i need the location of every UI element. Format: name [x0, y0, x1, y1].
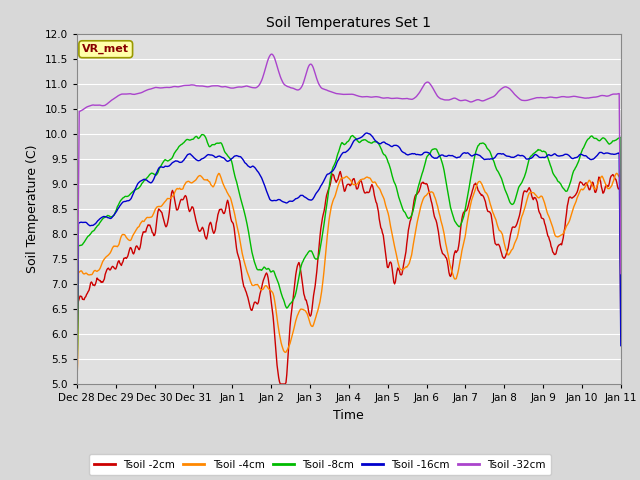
X-axis label: Time: Time [333, 408, 364, 421]
Legend: Tsoil -2cm, Tsoil -4cm, Tsoil -8cm, Tsoil -16cm, Tsoil -32cm: Tsoil -2cm, Tsoil -4cm, Tsoil -8cm, Tsoi… [89, 455, 551, 475]
Y-axis label: Soil Temperature (C): Soil Temperature (C) [26, 144, 39, 273]
Title: Soil Temperatures Set 1: Soil Temperatures Set 1 [266, 16, 431, 30]
Text: VR_met: VR_met [82, 44, 129, 54]
